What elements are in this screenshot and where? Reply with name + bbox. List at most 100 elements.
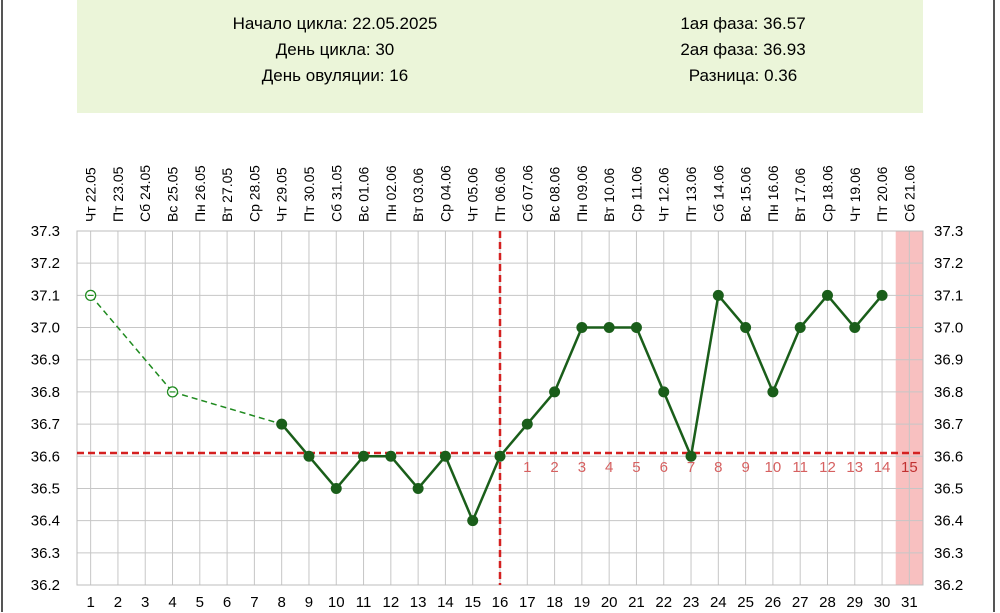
phase-day-label: 1 <box>523 459 531 476</box>
series-segment <box>689 295 720 457</box>
x-tick-label: 5 <box>196 594 204 611</box>
y-tick-label-right: 36.7 <box>934 416 963 433</box>
x-tick-label: 22 <box>655 594 672 611</box>
series-segment <box>635 327 665 393</box>
x-tick-label: 17 <box>519 594 536 611</box>
date-label: Пт 23.05 <box>110 166 126 222</box>
x-tick-label: 31 <box>901 594 918 611</box>
x-tick-label: 23 <box>683 594 700 611</box>
x-tick-label: 13 <box>410 594 427 611</box>
series-segment <box>308 455 338 490</box>
phase-day-label: 12 <box>819 459 836 476</box>
date-label: Сб 24.05 <box>137 165 153 222</box>
y-tick-label-right: 36.5 <box>934 480 963 497</box>
date-label: Вс 25.05 <box>165 167 181 222</box>
y-tick-label-left: 36.2 <box>31 577 60 594</box>
phase-day-label: 13 <box>846 459 863 476</box>
y-tick-label-left: 36.4 <box>31 513 60 530</box>
series-segment <box>771 327 802 393</box>
date-label: Пн 16.06 <box>765 165 781 222</box>
phase-day-label: 6 <box>660 459 668 476</box>
date-label: Сб 31.05 <box>328 165 344 222</box>
data-point <box>740 322 752 334</box>
date-label: Сб 14.06 <box>710 165 726 222</box>
y-tick-label-left: 36.5 <box>31 480 60 497</box>
date-label: Чт 05.06 <box>465 167 481 222</box>
phase-day-label: 5 <box>632 459 640 476</box>
data-point <box>303 450 315 462</box>
y-tick-label-right: 36.2 <box>934 577 963 594</box>
y-tick-label-right: 36.6 <box>934 448 963 465</box>
y-tick-label-left: 36.3 <box>31 545 60 562</box>
y-tick-label-left: 37.1 <box>31 287 60 304</box>
series-segment <box>799 294 829 329</box>
x-tick-label: 18 <box>546 594 563 611</box>
series-segment <box>744 327 775 393</box>
data-point <box>849 322 861 334</box>
date-label: Чт 22.05 <box>83 167 99 222</box>
series-segment <box>853 294 884 329</box>
series-segment <box>499 423 529 458</box>
x-tick-label: 29 <box>846 594 863 611</box>
phase-day-label: 11 <box>792 459 808 476</box>
data-point <box>630 322 642 334</box>
data-point <box>330 482 342 494</box>
x-tick-label: 7 <box>250 594 258 611</box>
x-tick-label: 8 <box>278 594 286 611</box>
y-tick-label-right: 37.3 <box>934 223 963 240</box>
x-tick-label: 2 <box>114 594 122 611</box>
date-label: Чт 12.06 <box>656 167 672 222</box>
data-point <box>794 322 806 334</box>
date-label: Вт 17.06 <box>792 168 808 222</box>
date-label: Вт 10.06 <box>601 168 617 222</box>
x-tick-label: 30 <box>874 594 891 611</box>
date-label: Вт 27.05 <box>219 168 235 222</box>
data-point <box>603 322 615 334</box>
x-tick-label: 14 <box>437 594 454 611</box>
series-segment <box>826 294 856 329</box>
date-label: Пт 06.06 <box>492 166 508 222</box>
date-label: Вс 15.06 <box>738 167 754 222</box>
x-tick-label: 16 <box>492 594 509 611</box>
x-tick-label: 4 <box>168 594 176 611</box>
x-tick-label: 11 <box>356 594 372 611</box>
date-label: Пн 26.05 <box>192 165 208 222</box>
x-tick-label: 3 <box>141 594 149 611</box>
date-label: Ср 28.05 <box>246 165 262 222</box>
data-point <box>712 289 724 301</box>
data-point <box>358 450 370 462</box>
data-point <box>276 418 288 430</box>
date-label: Пн 09.06 <box>574 165 590 222</box>
data-point <box>521 418 533 430</box>
series-segment <box>717 294 747 329</box>
date-label: Вс 01.06 <box>356 167 372 222</box>
x-tick-label: 15 <box>464 594 481 611</box>
series-segment <box>417 455 447 490</box>
date-label: Вс 08.06 <box>547 167 563 222</box>
data-point <box>658 386 670 398</box>
y-tick-label-left: 36.9 <box>31 352 60 369</box>
data-point <box>412 482 424 494</box>
data-point <box>576 322 588 334</box>
cycle-info-panel: Начало цикла: 22.05.2025 День цикла: 30 … <box>77 0 923 113</box>
series-segment <box>553 327 584 393</box>
y-tick-label-left: 37.3 <box>31 223 60 240</box>
ovulation-day-text: День овуляции: 16 <box>261 66 409 85</box>
difference-text: Разница: 0.36 <box>688 66 798 85</box>
date-label: Ср 11.06 <box>628 166 644 222</box>
data-point <box>876 289 888 301</box>
y-tick-label-left: 37.2 <box>31 255 60 272</box>
y-tick-label-left: 36.8 <box>31 384 60 401</box>
series-segment <box>662 391 693 457</box>
data-point <box>821 289 833 301</box>
data-point <box>385 450 397 462</box>
data-point <box>494 450 506 462</box>
series-segment <box>280 423 310 458</box>
data-point <box>549 386 561 398</box>
date-label: Ср 18.06 <box>819 165 835 222</box>
phase-day-label: 2 <box>550 459 558 476</box>
y-tick-label-right: 37.2 <box>934 255 963 272</box>
x-tick-label: 10 <box>328 594 345 611</box>
phase-day-label: 14 <box>874 459 891 476</box>
